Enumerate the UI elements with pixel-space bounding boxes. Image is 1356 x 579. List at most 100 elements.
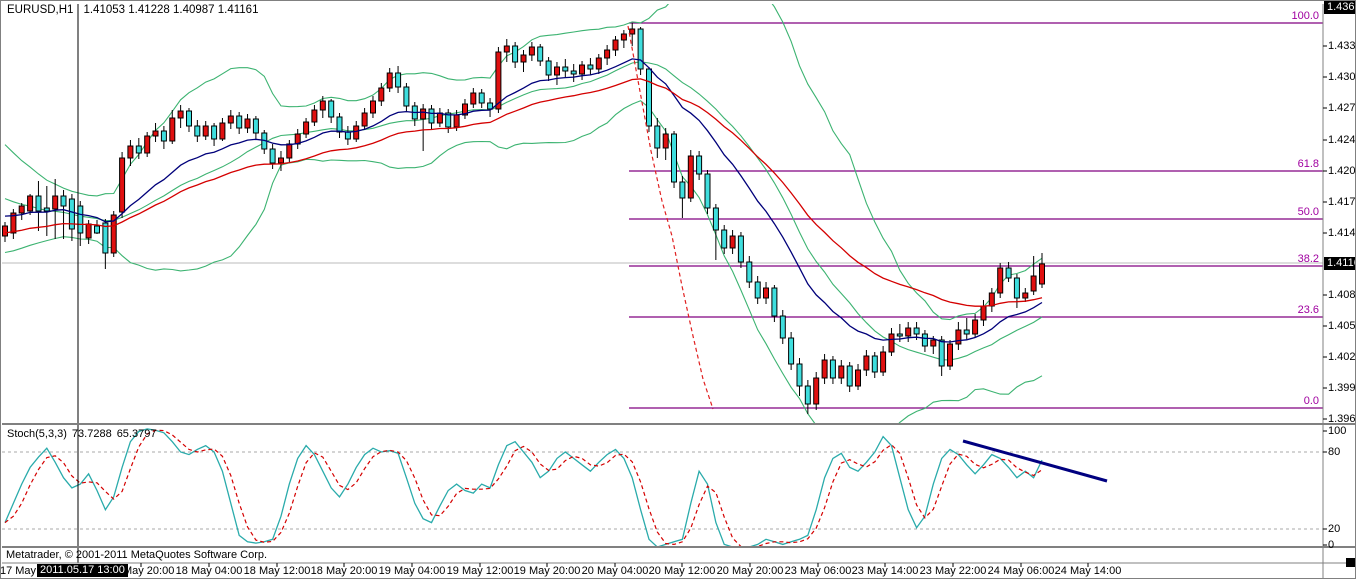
- candle-body: [119, 157, 126, 213]
- candle-body: [729, 235, 736, 249]
- candle-body: [838, 365, 845, 379]
- candle-body: [169, 117, 176, 142]
- candle-body: [796, 363, 803, 387]
- candle-body: [160, 130, 167, 142]
- fib-trend-dashed-line[interactable]: [627, 25, 714, 410]
- candle-body: [671, 133, 677, 183]
- stoch-trendline[interactable]: [962, 439, 1108, 483]
- candle-body: [1022, 292, 1029, 299]
- candle-body: [378, 87, 385, 102]
- candle-body: [545, 60, 552, 76]
- candle-body: [687, 155, 694, 199]
- candle-body: [620, 33, 627, 41]
- fib-level-label: 0.0: [1303, 395, 1319, 407]
- candle-body: [562, 66, 569, 72]
- candle-body: [219, 122, 226, 140]
- candle-body: [336, 116, 343, 133]
- candle-body: [804, 385, 811, 405]
- candle-body: [495, 51, 502, 110]
- candle-body: [445, 112, 452, 128]
- candle-body: [194, 125, 201, 137]
- candle-body: [286, 143, 293, 159]
- candle-body: [512, 45, 519, 63]
- candle-body: [997, 267, 1004, 294]
- candle-body: [896, 333, 903, 337]
- candle-body: [18, 205, 25, 214]
- candle-body: [177, 110, 184, 119]
- time-tag-highlight: 2011.05.17 13:00: [37, 564, 128, 577]
- candle-body: [386, 72, 393, 89]
- candle-body: [696, 155, 703, 175]
- price-axis-label: 1.39915: [1328, 382, 1356, 394]
- candle-body: [721, 229, 728, 249]
- time-axis-label: 19 May 12:00: [446, 565, 514, 577]
- candle-body: [1039, 263, 1045, 285]
- candle-body: [813, 377, 820, 405]
- candle-body: [829, 359, 836, 379]
- candle-body: [420, 108, 427, 120]
- candle-body: [754, 281, 761, 299]
- candle-body: [27, 195, 34, 212]
- price-tag-top: 1.43630: [1324, 1, 1355, 14]
- candle-body: [436, 112, 443, 124]
- candle-body: [52, 195, 59, 210]
- candle-body: [278, 157, 284, 164]
- candle-body: [353, 125, 360, 140]
- candle-body: [43, 207, 50, 212]
- candle-body: [328, 100, 335, 118]
- fib-level-label: 50.0: [1297, 206, 1319, 218]
- candle-body: [629, 28, 636, 35]
- time-axis-label: 18 May 12:00: [243, 565, 311, 577]
- stoch-axis-label: 100: [1328, 425, 1347, 437]
- fib-level-label: 100.0: [1291, 10, 1319, 22]
- time-axis-label: 23 May 06:00: [784, 565, 852, 577]
- candle-body: [947, 343, 953, 367]
- time-axis-label: 20 May 04:00: [581, 565, 649, 577]
- candle-body: [1005, 267, 1012, 279]
- candle-body: [846, 365, 853, 387]
- candle-body: [938, 339, 945, 367]
- candle-body: [35, 195, 42, 212]
- candle-body: [269, 148, 276, 164]
- candle-body: [821, 359, 828, 379]
- stoch-axis-label: 20: [1328, 523, 1341, 535]
- candle-body: [921, 333, 928, 347]
- candle-body: [788, 337, 795, 365]
- candle-body: [704, 173, 711, 209]
- candle-body: [612, 39, 619, 51]
- candle-body: [779, 315, 786, 339]
- candle-body: [186, 110, 192, 127]
- stoch-axis-label: 0: [1328, 539, 1335, 551]
- candle-body: [503, 45, 510, 53]
- price-tag-current: 1.41161: [1324, 257, 1355, 270]
- candle-body: [211, 125, 218, 140]
- candle-body: [370, 100, 376, 114]
- candle-body: [955, 329, 962, 345]
- price-axis-label: 1.41785: [1328, 196, 1356, 208]
- stoch-name: Stoch(5,3,3): [7, 428, 67, 440]
- candle-body: [344, 131, 351, 140]
- candle-body: [604, 49, 611, 59]
- candle-body: [871, 355, 878, 373]
- time-axis-label: 24 May 06:00: [987, 565, 1055, 577]
- price-axis-label: 1.40535: [1328, 320, 1356, 332]
- time-axis-label-first: 17 May: [0, 565, 37, 577]
- candle-body: [85, 223, 92, 239]
- copyright-text: Metatrader, © 2001-2011 MetaQuotes Softw…: [6, 549, 268, 561]
- bollinger-middle-band: [4, 61, 1043, 361]
- price-axis-label: 1.43030: [1328, 71, 1356, 83]
- candle-body: [453, 114, 460, 128]
- candle-body: [570, 70, 577, 75]
- stoch-d-line: [4, 429, 1043, 546]
- main-price-panel[interactable]: [2, 1, 1323, 451]
- price-axis-label: 1.41470: [1328, 227, 1356, 239]
- candle-body: [462, 103, 468, 116]
- candle-body: [537, 46, 544, 62]
- candle-body: [428, 108, 435, 124]
- candle-body: [888, 333, 895, 353]
- candle-body: [972, 319, 979, 335]
- candle-body: [763, 287, 769, 299]
- stoch-panel[interactable]: [2, 428, 1323, 548]
